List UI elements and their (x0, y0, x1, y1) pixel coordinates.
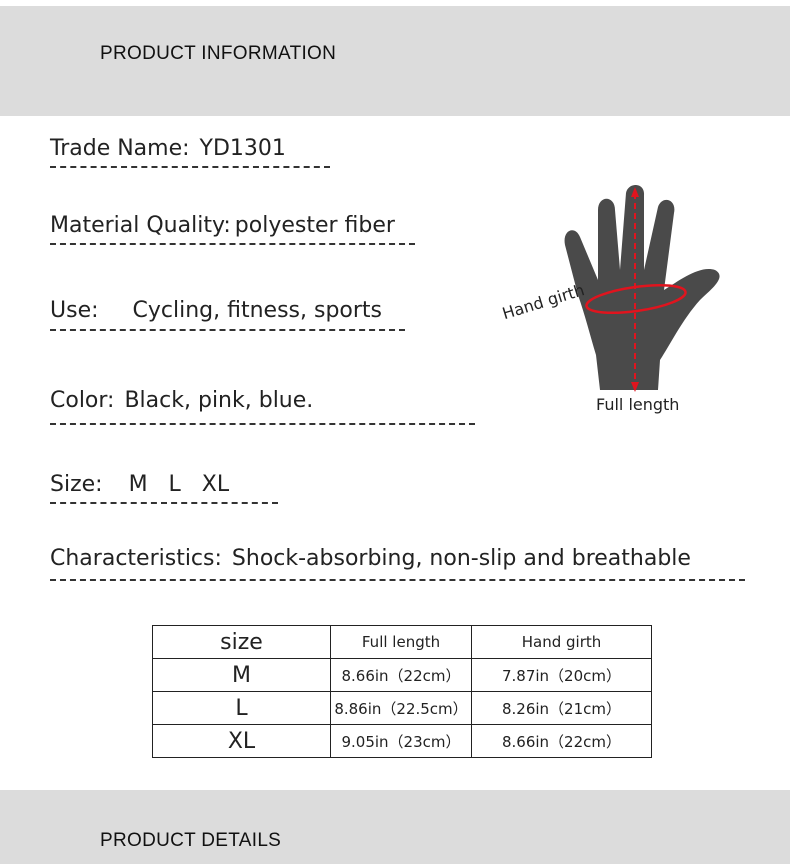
size-table: size Full length Hand girth M 8.66in（22c… (152, 625, 652, 758)
girth-cell: 8.26in（21cm） (471, 691, 652, 725)
table-row: L 8.86in（22.5cm） 8.26in（21cm） (152, 691, 652, 725)
size-cell: XL (152, 724, 331, 758)
field-material: Material Quality: polyester fiber (50, 213, 395, 238)
length-cell: 9.05in（23cm） (330, 724, 472, 758)
length-cell: 8.66in（22cm） (330, 658, 472, 692)
section-title: PRODUCT INFORMATION (100, 43, 337, 64)
girth-cell: 8.66in（22cm） (471, 724, 652, 758)
hand-diagram (564, 185, 720, 392)
header-cell: Full length (330, 625, 472, 659)
table-row: XL 9.05in（23cm） 8.66in（22cm） (152, 724, 652, 758)
footer-band: PRODUCT DETAILS (0, 790, 790, 864)
divider (50, 423, 475, 425)
size-cell: L (152, 691, 331, 725)
field-use: Use: Cycling, fitness, sports (50, 298, 383, 323)
full-length-label: Full length (596, 395, 680, 414)
size-cell: M (152, 658, 331, 692)
divider (50, 329, 405, 331)
divider (50, 166, 330, 168)
hand-icon (564, 185, 720, 390)
divider (50, 243, 415, 245)
field-trade-name: Trade Name: YD1301 (50, 136, 286, 161)
field-size: Size: M L XL (50, 472, 230, 497)
divider (50, 579, 745, 581)
section-title: PRODUCT DETAILS (100, 830, 282, 851)
divider (50, 502, 278, 504)
field-color: Color: Black, pink, blue. (50, 388, 314, 413)
girth-cell: 7.87in（20cm） (471, 658, 652, 692)
length-cell: 8.86in（22.5cm） (330, 691, 472, 725)
header-cell: Hand girth (471, 625, 652, 659)
field-characteristics: Characteristics: Shock-absorbing, non-sli… (50, 546, 691, 571)
table-header-row: size Full length Hand girth (152, 625, 652, 659)
table-row: M 8.66in（22cm） 7.87in（20cm） (152, 658, 652, 692)
header-cell: size (152, 625, 331, 659)
header-band: PRODUCT INFORMATION (0, 6, 790, 116)
